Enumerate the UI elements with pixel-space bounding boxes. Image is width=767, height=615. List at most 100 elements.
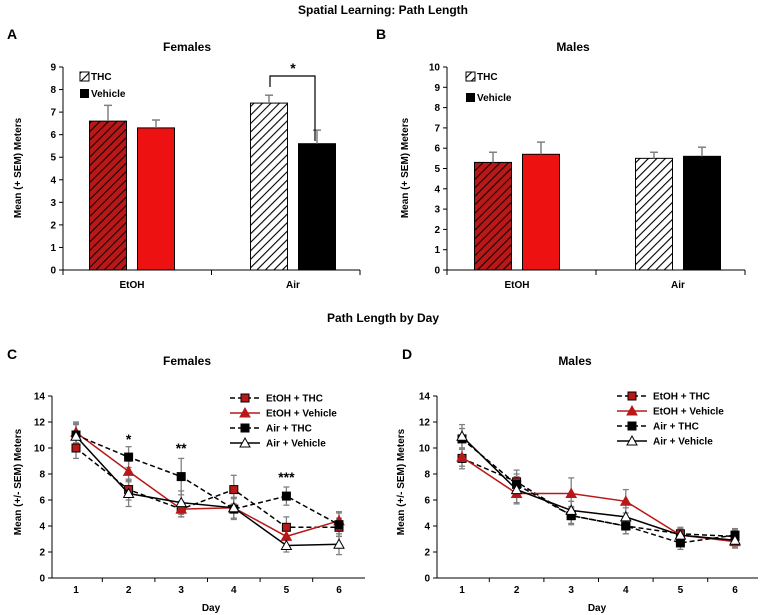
y-tick-label: 1 (434, 245, 440, 256)
series-point (122, 465, 135, 476)
figure-title-top: Spatial Learning: Path Length (298, 3, 468, 17)
panel-d-legend: EtOH + THC EtOH + Vehicle Air + THC Air + V… (617, 391, 724, 448)
legend-label: Air + THC (653, 422, 699, 433)
legend-marker (626, 404, 638, 416)
x-tick-label: EtOH (505, 280, 530, 291)
y-tick-label: 6 (39, 496, 45, 507)
series-line (461, 438, 736, 544)
series-point (334, 520, 344, 530)
series-line (461, 456, 736, 543)
panel-a: A Females Mean (+ SEM) Meters 0 1 2 3 4 5 6 7 8 9… (7, 26, 361, 291)
y-tick-label: 7 (434, 123, 440, 134)
legend-swatch-thc (79, 71, 90, 82)
y-tick-label: 9 (50, 63, 56, 74)
panel-d-ylabel: Mean (+/- SEM) Meters (396, 428, 407, 535)
x-tick-label: 3 (568, 585, 574, 596)
y-tick-label: 10 (429, 63, 441, 74)
x-tick-label: 6 (336, 585, 342, 596)
series-point (227, 501, 240, 513)
series-point (281, 522, 291, 532)
significance-marker: *** (278, 469, 295, 485)
legend-swatch-vehicle (80, 89, 89, 98)
panel-d-xlabel: Day (588, 603, 607, 614)
bar-etoh-thc (474, 161, 512, 271)
panel-a-ylabel: Mean (+ SEM) Meters (13, 117, 24, 218)
x-tick-label: 1 (73, 585, 79, 596)
series-point (70, 430, 82, 441)
x-tick-label: 3 (178, 585, 184, 596)
panel-a-letter: A (7, 26, 17, 42)
panel-d-title: Males (558, 354, 592, 368)
y-tick-label: 4 (50, 175, 56, 186)
legend-label-vehicle: Vehicle (477, 93, 512, 104)
series-line (75, 431, 340, 538)
panel-a-legend: THC Vehicle (79, 71, 126, 100)
significance-marker: ** (176, 440, 187, 456)
y-tick-label: 14 (34, 392, 46, 403)
series-point (619, 495, 632, 506)
bar-etoh-vehicle (522, 153, 560, 271)
legend-label: Air + THC (266, 424, 312, 435)
bar-air-vehicle (298, 143, 336, 271)
y-tick-label: 4 (39, 522, 45, 533)
legend-label: EtOH + THC (266, 394, 323, 405)
y-tick-label: 9 (434, 83, 440, 94)
bar-air-thc (635, 157, 673, 271)
panel-d: D Males Mean (+/- SEM) Meters Day 0 2 4 6 8 1… (396, 346, 758, 614)
legend-marker (240, 393, 250, 403)
y-tick-label: 1 (50, 243, 56, 254)
x-tick-label: 2 (126, 585, 132, 596)
y-tick-label: 3 (50, 198, 56, 209)
legend-swatch-thc (465, 71, 476, 82)
legend-marker (627, 391, 637, 401)
y-tick-label: 12 (419, 418, 431, 429)
series-point (456, 451, 468, 462)
series-point (281, 491, 291, 501)
significance-bracket (269, 75, 316, 141)
legend-marker (239, 436, 251, 448)
series-line (461, 435, 736, 542)
panel-c: C Females Mean (+/- SEM) Meters Day 0 2 4 6… (7, 346, 365, 614)
series-point (621, 521, 631, 531)
bar-air-thc (250, 102, 288, 271)
bar-etoh-thc (89, 120, 127, 271)
legend-label-thc: THC (477, 72, 498, 83)
legend-label-vehicle: Vehicle (91, 89, 126, 100)
panel-d-letter: D (402, 346, 412, 362)
legend-marker (627, 421, 637, 431)
series-point (729, 534, 741, 545)
series-point (456, 430, 468, 441)
legend-label: EtOH + THC (653, 392, 710, 403)
y-tick-label: 5 (434, 164, 440, 175)
series-point (619, 510, 632, 522)
series-line (75, 447, 339, 529)
y-tick-label: 2 (424, 548, 430, 559)
series-point (176, 472, 186, 482)
y-tick-label: 6 (434, 144, 440, 155)
y-tick-label: 10 (419, 444, 431, 455)
y-tick-label: 2 (50, 220, 56, 231)
series-point (124, 452, 134, 462)
y-tick-label: 8 (424, 470, 430, 481)
y-tick-label: 2 (434, 225, 440, 236)
y-tick-label: 4 (434, 184, 440, 195)
x-tick-label: 5 (284, 585, 290, 596)
significance-marker: * (126, 431, 132, 447)
y-tick-label: 14 (419, 392, 431, 403)
y-tick-label: 10 (34, 444, 46, 455)
x-tick-label: 5 (678, 585, 684, 596)
panel-b: B Males Mean (+ SEM) Meters 0 1 2 3 4 5 6 7 8 9 10… (376, 26, 746, 291)
series-point (510, 483, 523, 495)
series-point (675, 538, 685, 548)
y-tick-label: 2 (39, 548, 45, 559)
x-tick-label: 4 (231, 585, 237, 596)
y-tick-label: 6 (50, 130, 56, 141)
y-tick-label: 3 (434, 205, 440, 216)
series-point (229, 485, 239, 495)
series-point (565, 504, 578, 515)
panel-b-ylabel: Mean (+ SEM) Meters (400, 117, 411, 218)
legend-label: Air + Vehicle (266, 439, 326, 450)
figure-title-mid: Path Length by Day (327, 311, 439, 325)
x-tick-label: 6 (732, 585, 738, 596)
legend-label: Air + Vehicle (653, 437, 713, 448)
